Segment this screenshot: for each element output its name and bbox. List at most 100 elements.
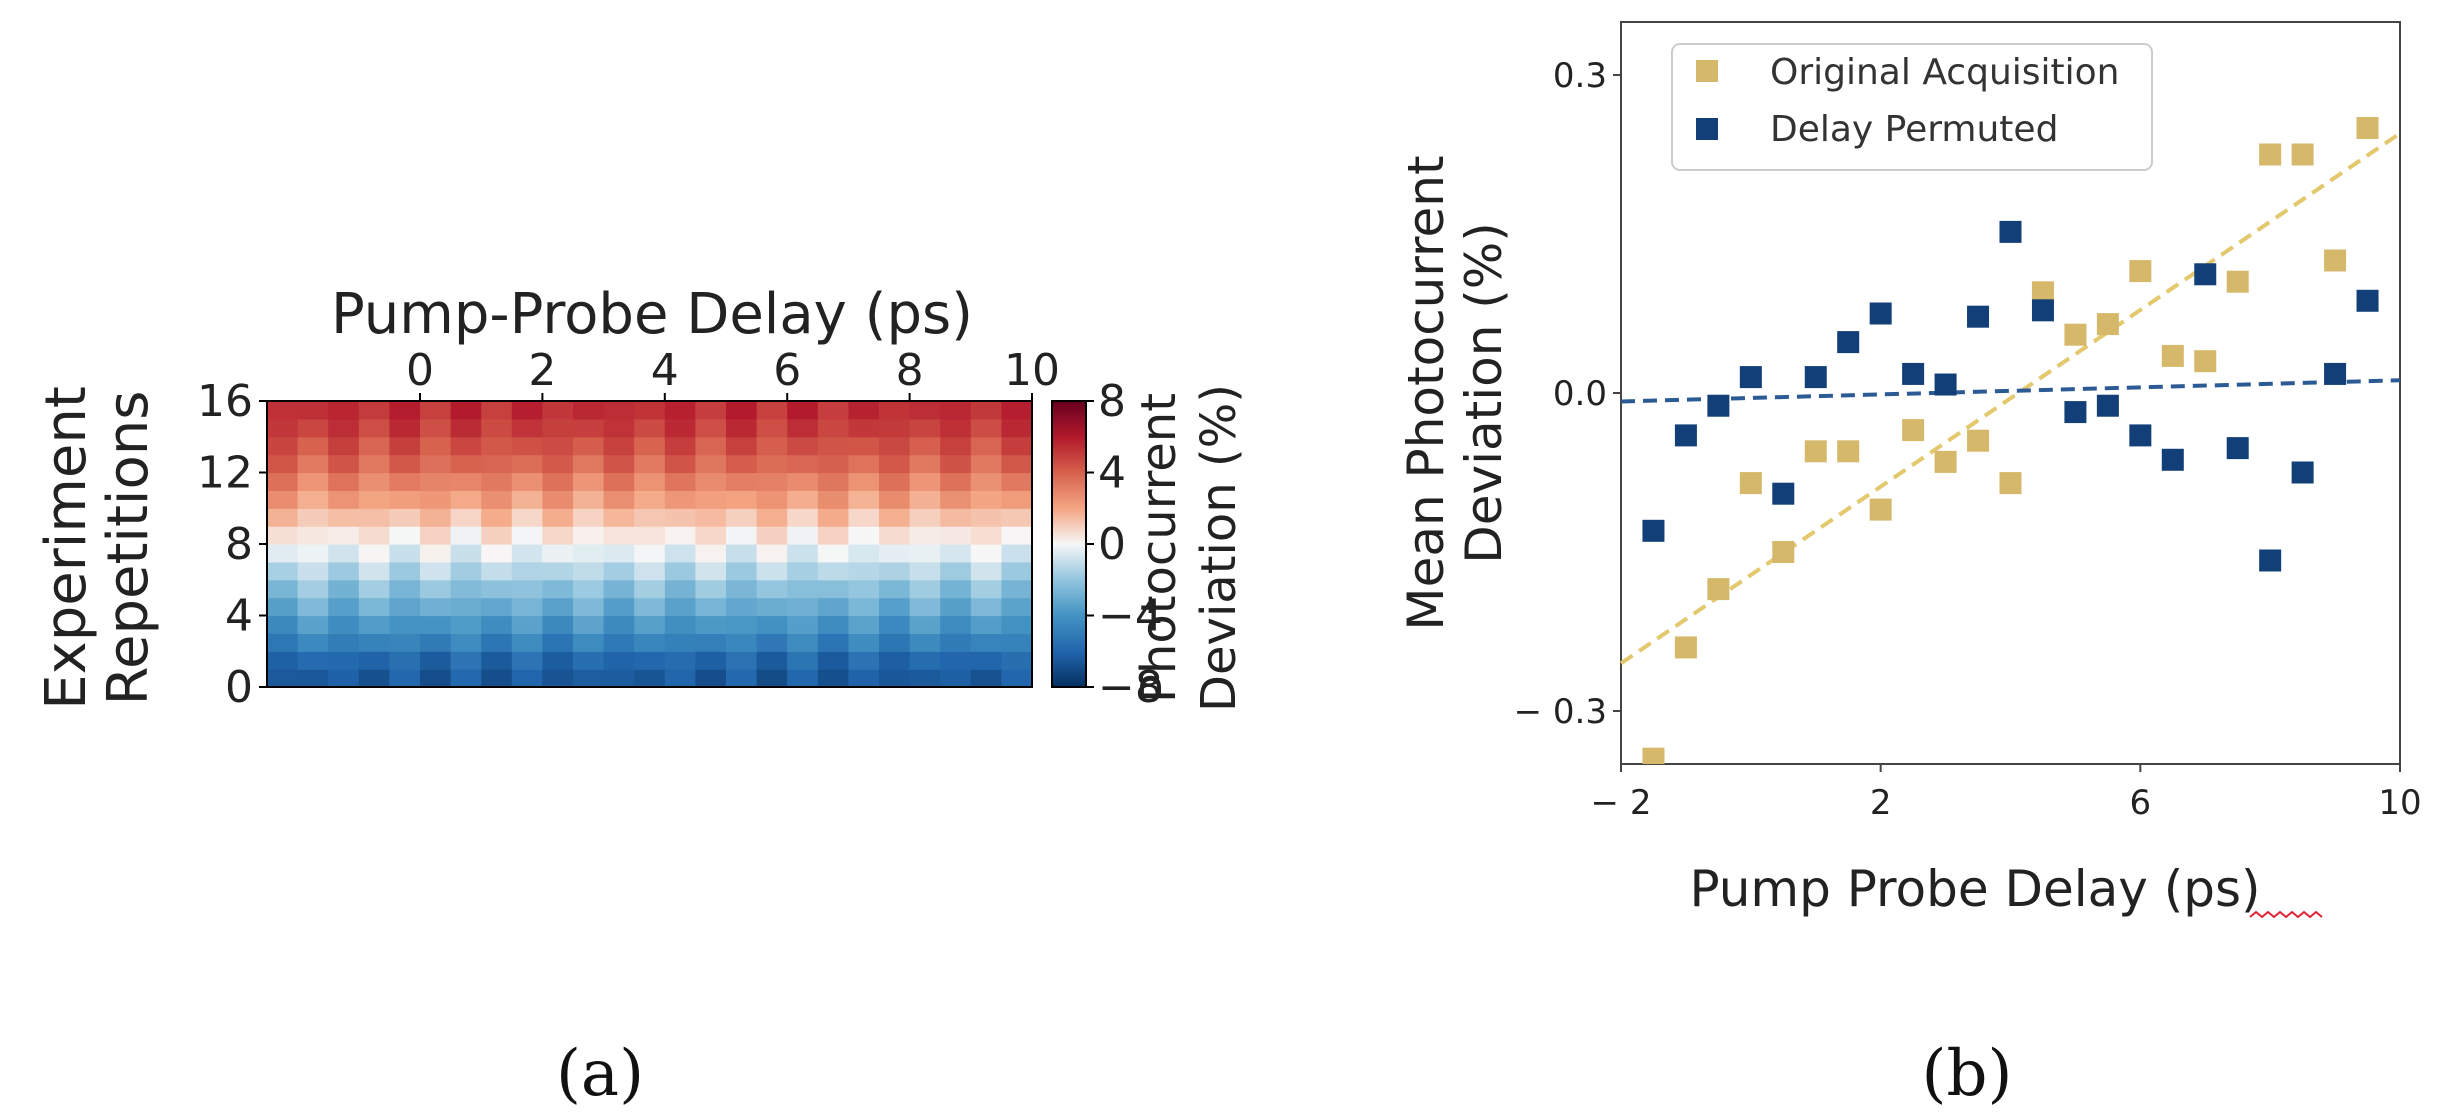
heatmap-cell bbox=[787, 472, 819, 491]
heatmap-cell bbox=[481, 633, 513, 652]
scatter-y-tick-label: 0.3 bbox=[1553, 56, 1607, 96]
heatmap-cell bbox=[848, 669, 880, 688]
heatmap-cell bbox=[879, 418, 911, 438]
heatmap-cell bbox=[817, 472, 849, 491]
heatmap-y-label: Experiment Repetitions bbox=[34, 386, 161, 710]
colorbar-tick-label: 0 bbox=[1098, 519, 1126, 570]
heatmap-cell bbox=[420, 418, 452, 438]
scatter-x-tick-label: 10 bbox=[2378, 783, 2421, 823]
heatmap-cell bbox=[726, 615, 758, 634]
heatmap-cell bbox=[328, 561, 360, 581]
heatmap-cell bbox=[848, 418, 880, 438]
heatmap-cell bbox=[267, 651, 299, 670]
heatmap-cell bbox=[297, 597, 329, 617]
heatmap-cell bbox=[542, 454, 574, 474]
heatmap-cell bbox=[909, 472, 941, 491]
heatmap-cell bbox=[695, 436, 727, 456]
heatmap-cell bbox=[358, 615, 390, 634]
point-permuted bbox=[2129, 424, 2152, 447]
heatmap-cell bbox=[664, 472, 696, 491]
point-original bbox=[2259, 143, 2282, 166]
point-permuted bbox=[2291, 461, 2314, 484]
heatmap-cell bbox=[726, 454, 758, 474]
heatmap-cell bbox=[328, 454, 360, 474]
heatmap-cell bbox=[940, 597, 972, 617]
heatmap-cell bbox=[267, 561, 299, 581]
heatmap-cell bbox=[695, 418, 727, 438]
heatmap-cell bbox=[389, 472, 421, 491]
heatmap-cell bbox=[970, 508, 1002, 527]
heatmap-cell bbox=[879, 544, 911, 563]
heatmap-cell bbox=[267, 597, 299, 617]
point-permuted bbox=[1902, 362, 1925, 385]
heatmap-cell bbox=[940, 615, 972, 634]
heatmap-cell bbox=[328, 633, 360, 652]
heatmap-cell bbox=[450, 669, 482, 688]
heatmap-cell bbox=[358, 633, 390, 652]
heatmap-cell bbox=[267, 579, 299, 599]
heatmap-cell bbox=[389, 633, 421, 652]
heatmap-cell bbox=[787, 579, 819, 599]
heatmap-cell bbox=[756, 490, 788, 509]
point-original bbox=[1674, 636, 1697, 659]
heatmap-cell bbox=[481, 401, 513, 420]
scatter-y-label-line1: Mean Photocurrent bbox=[1397, 155, 1455, 630]
heatmap-cell bbox=[389, 401, 421, 420]
scatter-x-tick-label: − 2 bbox=[1591, 783, 1652, 823]
heatmap-cell bbox=[297, 454, 329, 474]
heatmap-cell bbox=[787, 633, 819, 652]
heatmap-x-tick-label: 0 bbox=[406, 345, 434, 396]
heatmap-cell bbox=[909, 615, 941, 634]
heatmap-cell bbox=[756, 454, 788, 474]
heatmap-y-tick-label: 0 bbox=[225, 662, 253, 713]
heatmap-cell bbox=[664, 615, 696, 634]
heatmap-cell bbox=[481, 651, 513, 670]
heatmap-cell bbox=[267, 526, 299, 545]
heatmap-cell bbox=[756, 508, 788, 527]
heatmap-cell bbox=[481, 561, 513, 581]
heatmap-cell bbox=[634, 490, 666, 509]
scatter-points bbox=[1642, 117, 2379, 764]
heatmap-cell bbox=[848, 508, 880, 527]
heatmap-cell bbox=[511, 597, 543, 617]
point-original bbox=[2096, 313, 2119, 336]
legend: Original Acquisition Delay Permuted bbox=[1671, 43, 2153, 171]
heatmap-cell bbox=[542, 508, 574, 527]
heatmap-cell bbox=[756, 669, 788, 688]
heatmap-cell bbox=[756, 436, 788, 456]
heatmap-cell bbox=[940, 508, 972, 527]
heatmap-cell bbox=[1001, 633, 1033, 652]
heatmap-cell bbox=[817, 633, 849, 652]
heatmap-cell bbox=[726, 651, 758, 670]
heatmap-cell bbox=[695, 669, 727, 688]
heatmap-cell bbox=[481, 508, 513, 527]
heatmap-cell bbox=[817, 651, 849, 670]
heatmap-cell bbox=[664, 490, 696, 509]
heatmap-cell bbox=[542, 490, 574, 509]
heatmap-cell bbox=[970, 651, 1002, 670]
heatmap-cell bbox=[940, 651, 972, 670]
heatmap-cell bbox=[940, 561, 972, 581]
heatmap-cell bbox=[1001, 561, 1033, 581]
heatmap-cell bbox=[358, 579, 390, 599]
heatmap-cell bbox=[573, 472, 605, 491]
heatmap-cell bbox=[634, 633, 666, 652]
heatmap-cell bbox=[909, 544, 941, 563]
heatmap-cell bbox=[817, 436, 849, 456]
heatmap-x-tick-label: 6 bbox=[773, 345, 801, 396]
heatmap-cell bbox=[726, 401, 758, 420]
heatmap-cell bbox=[940, 436, 972, 456]
heatmap-cell bbox=[970, 401, 1002, 420]
heatmap-cell bbox=[848, 454, 880, 474]
heatmap-cell bbox=[726, 597, 758, 617]
fit-lines bbox=[1619, 131, 2402, 665]
heatmap-cell bbox=[634, 561, 666, 581]
heatmap-cell bbox=[297, 651, 329, 670]
fit-line-original bbox=[1619, 131, 2402, 665]
heatmap-cell bbox=[420, 615, 452, 634]
heatmap-cell bbox=[817, 454, 849, 474]
heatmap-cell bbox=[328, 544, 360, 563]
heatmap-cell bbox=[695, 401, 727, 420]
heatmap-y-label-line1: Experiment bbox=[34, 386, 99, 710]
heatmap-cell bbox=[756, 561, 788, 581]
